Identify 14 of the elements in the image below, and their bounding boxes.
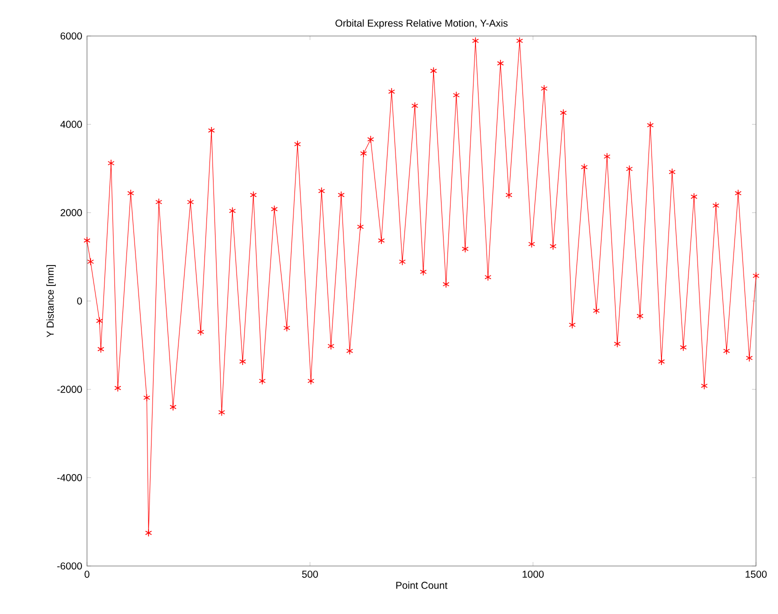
y-tick-label: -4000	[57, 474, 82, 482]
chart-title: Orbital Express Relative Motion, Y-Axis	[336, 19, 508, 29]
y-tick-label: -6000	[57, 562, 82, 570]
y-tick-label: 2000	[60, 209, 82, 216]
y-tick-label: -2000	[57, 386, 82, 393]
x-tick-label: 1000	[522, 570, 544, 578]
x-axis-title: Point Count	[396, 582, 448, 589]
x-tick-label: 0	[84, 570, 90, 578]
y-tick-label: 6000	[60, 32, 82, 40]
y-axis-title: Y Distance [mm]	[46, 265, 56, 338]
y-tick-label: 4000	[60, 120, 82, 128]
y-tick-label: 0	[77, 297, 82, 305]
x-tick-label: 500	[302, 570, 318, 578]
x-tick-label: 1500	[746, 570, 767, 578]
